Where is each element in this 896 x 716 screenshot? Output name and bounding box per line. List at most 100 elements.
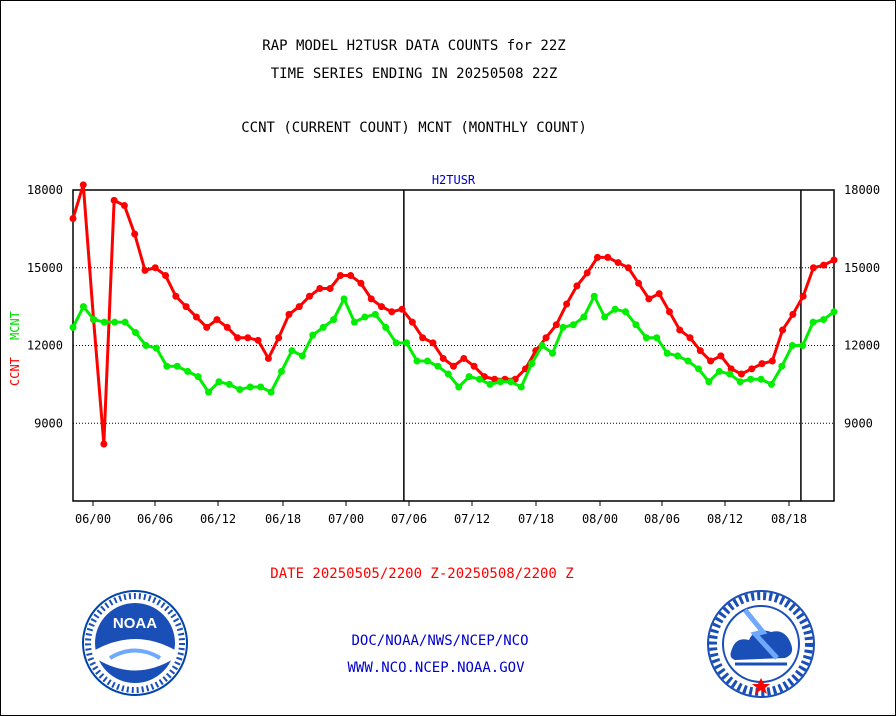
- x-tick-label: 08/18: [771, 512, 807, 526]
- x-tick-label: 07/18: [518, 512, 554, 526]
- point-ccnt: [192, 313, 200, 321]
- point-mcnt: [79, 303, 87, 311]
- point-mcnt: [121, 318, 129, 326]
- point-ccnt: [110, 196, 118, 204]
- point-mcnt: [601, 313, 609, 321]
- nws-logo: [707, 590, 815, 698]
- point-mcnt: [371, 310, 379, 318]
- org-text: DOC/NOAA/NWS/NCEP/NCO: [351, 633, 529, 649]
- y-tick-label-left: 9000: [34, 416, 63, 430]
- point-ccnt: [707, 357, 715, 365]
- point-mcnt: [507, 378, 515, 386]
- y-tick-label-left: 18000: [27, 183, 63, 197]
- y-tick-label-left: 15000: [27, 261, 63, 275]
- point-ccnt: [737, 370, 745, 378]
- point-ccnt: [779, 326, 787, 334]
- point-mcnt: [403, 339, 411, 347]
- point-mcnt: [569, 321, 577, 329]
- y-axis-label-ccnt: CCNT: [8, 357, 22, 386]
- point-mcnt: [382, 323, 390, 331]
- point-ccnt: [79, 181, 87, 189]
- point-ccnt: [686, 334, 694, 342]
- point-ccnt: [306, 292, 314, 300]
- point-mcnt: [319, 323, 327, 331]
- point-ccnt: [429, 339, 437, 347]
- point-mcnt: [684, 357, 692, 365]
- point-mcnt: [423, 357, 431, 365]
- point-ccnt: [552, 321, 560, 329]
- point-ccnt: [347, 272, 355, 280]
- point-ccnt: [768, 357, 776, 365]
- point-mcnt: [715, 367, 723, 375]
- point-ccnt: [450, 362, 457, 370]
- point-ccnt: [593, 253, 601, 261]
- url-link[interactable]: WWW.NCO.NCEP.NOAA.GOV: [347, 660, 525, 676]
- x-tick-label: 08/00: [582, 512, 618, 526]
- point-mcnt: [726, 370, 734, 378]
- point-ccnt: [624, 264, 632, 272]
- point-ccnt: [285, 310, 293, 318]
- point-ccnt: [645, 295, 653, 303]
- x-tick-label: 06/06: [137, 512, 173, 526]
- title-line2: TIME SERIES ENDING IN 20250508 22Z: [270, 66, 558, 82]
- point-mcnt: [267, 388, 275, 396]
- y-tick-label-right: 18000: [844, 183, 880, 197]
- point-mcnt: [694, 365, 702, 373]
- point-ccnt: [357, 279, 365, 287]
- point-ccnt: [614, 259, 622, 267]
- point-ccnt: [223, 323, 231, 331]
- point-ccnt: [100, 440, 108, 448]
- point-mcnt: [820, 316, 828, 324]
- point-mcnt: [809, 318, 817, 326]
- x-tick-label: 08/06: [644, 512, 680, 526]
- x-tick-label: 07/06: [391, 512, 427, 526]
- point-ccnt: [439, 354, 447, 362]
- point-ccnt: [388, 308, 396, 316]
- point-ccnt: [172, 292, 180, 300]
- point-mcnt: [778, 362, 786, 370]
- point-mcnt: [538, 342, 546, 349]
- point-mcnt: [736, 378, 744, 386]
- point-mcnt: [559, 323, 567, 331]
- x-tick-label: 06/18: [265, 512, 301, 526]
- point-mcnt: [757, 375, 765, 383]
- point-mcnt: [236, 386, 244, 394]
- noaa-logo-text: NOAA: [113, 615, 157, 632]
- point-ccnt: [151, 264, 159, 272]
- point-mcnt: [747, 375, 755, 383]
- point-ccnt: [789, 310, 797, 318]
- x-tick-label: 07/00: [328, 512, 364, 526]
- point-ccnt: [676, 326, 684, 334]
- point-mcnt: [90, 316, 98, 324]
- point-ccnt: [162, 272, 170, 280]
- point-mcnt: [100, 318, 108, 326]
- point-mcnt: [298, 352, 306, 360]
- point-mcnt: [788, 342, 796, 349]
- point-mcnt: [194, 373, 202, 381]
- point-mcnt: [632, 321, 640, 329]
- point-mcnt: [549, 349, 557, 357]
- point-mcnt: [517, 383, 525, 391]
- point-mcnt: [184, 367, 192, 375]
- x-tick-label: 07/12: [454, 512, 490, 526]
- series-line-mcnt: [71, 292, 835, 395]
- point-mcnt: [257, 383, 265, 391]
- point-mcnt: [653, 334, 661, 342]
- point-ccnt: [470, 362, 478, 370]
- y-tick-label-right: 15000: [844, 261, 880, 275]
- point-mcnt: [611, 305, 619, 313]
- point-ccnt: [748, 365, 756, 373]
- chart-title: H2TUSR: [432, 173, 476, 187]
- point-mcnt: [350, 318, 358, 326]
- point-ccnt: [69, 215, 77, 223]
- point-mcnt: [132, 329, 140, 337]
- point-mcnt: [361, 313, 369, 321]
- point-ccnt: [336, 272, 344, 280]
- date-range: DATE 20250505/2200 Z-20250508/2200 Z: [270, 566, 574, 582]
- point-mcnt: [225, 380, 233, 388]
- point-mcnt: [392, 339, 400, 347]
- point-mcnt: [246, 383, 254, 391]
- point-ccnt: [419, 334, 427, 342]
- y-tick-label-left: 12000: [27, 339, 63, 353]
